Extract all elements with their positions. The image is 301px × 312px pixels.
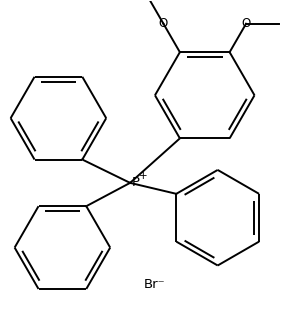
Text: P: P [132,176,140,189]
Text: O: O [159,17,168,30]
Text: Br⁻: Br⁻ [144,278,166,291]
Text: +: + [139,171,147,181]
Text: O: O [241,17,251,30]
